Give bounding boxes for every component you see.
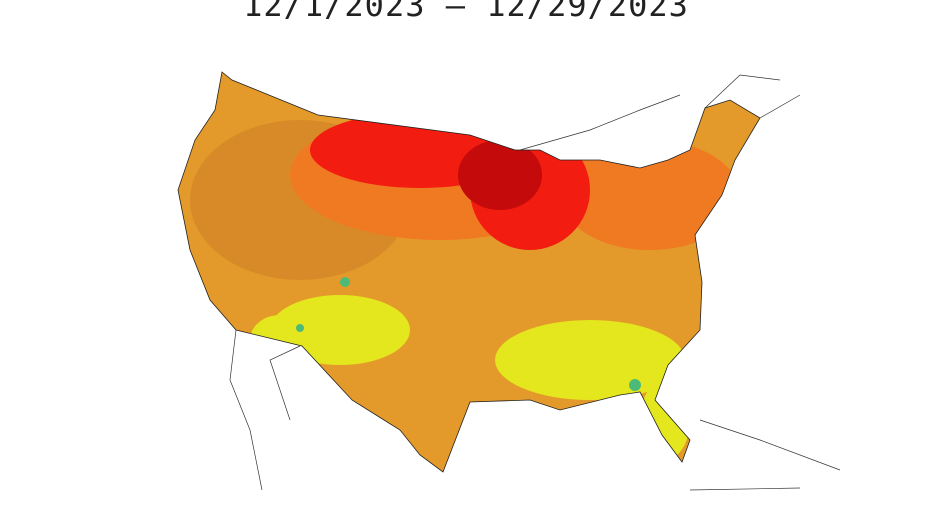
base-region — [178, 72, 760, 472]
neighbor-coastline — [229, 74, 841, 491]
us-border — [177, 71, 761, 473]
map-fill — [178, 72, 760, 472]
warm-region — [560, 140, 740, 250]
canada-coastline — [519, 94, 681, 151]
cold-spot — [296, 324, 304, 332]
cool-region — [640, 380, 690, 460]
cold-spot — [629, 379, 641, 391]
hottest-region — [458, 140, 542, 210]
map-title: 12/1/2023 – 12/29/2023 — [243, 0, 689, 24]
cool-region — [250, 315, 310, 365]
cold-spot — [340, 277, 350, 287]
